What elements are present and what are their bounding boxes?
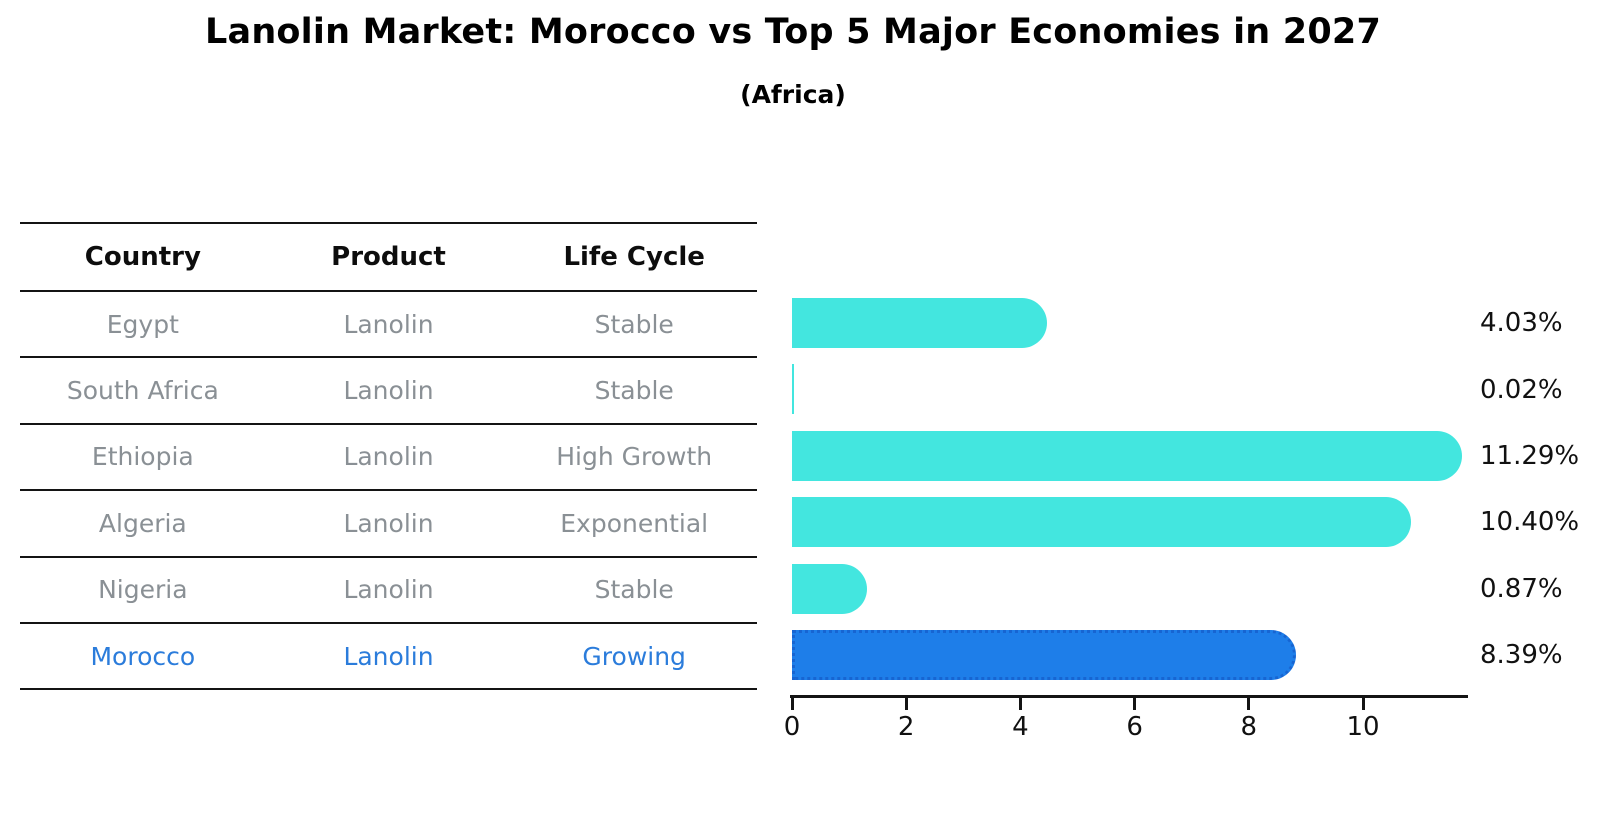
x-tick-label: 2	[897, 712, 915, 742]
cell-country: Ethiopia	[91, 442, 194, 472]
bar-egypt	[792, 298, 1048, 348]
table-header-row: Country Product Life Cycle	[20, 224, 757, 292]
cell-country: Egypt	[106, 309, 179, 339]
x-axis-line	[790, 695, 1468, 698]
cell-life-cycle: Stable	[594, 575, 674, 605]
bar-ethiopia	[792, 430, 1462, 481]
bar-plot: 0 2 4 6 8 10 4.03% 0.02% 11.29% 10.40% 0.87% 8.39%	[784, 290, 1604, 760]
cell-life-cycle: Exponential	[560, 508, 709, 538]
x-tick	[1247, 698, 1251, 710]
cell-product: Lanolin	[343, 309, 434, 339]
x-tick-label: 6	[1126, 712, 1143, 742]
cell-life-cycle: Growing	[582, 641, 686, 671]
cell-product: Lanolin	[343, 575, 434, 605]
table-body: Egypt Lanolin Stable South Africa Lanolin Sta…	[20, 292, 757, 691]
cell-life-cycle: Stable	[594, 376, 674, 406]
x-tick	[904, 698, 908, 710]
value-label-ethiopia: 11.29%	[1480, 440, 1580, 471]
x-tick-label: 8	[1240, 712, 1258, 742]
cell-product: Lanolin	[343, 508, 434, 538]
chart-subtitle: (Africa)	[740, 80, 846, 109]
cell-product: Lanolin	[343, 442, 434, 472]
cell-life-cycle: High Growth	[556, 442, 713, 472]
x-tick	[1361, 698, 1365, 710]
chart-title: Lanolin Market: Morocco vs Top 5 Major E…	[205, 12, 1381, 52]
bar-nigeria	[792, 563, 867, 614]
bar-south-africa	[792, 364, 794, 415]
cell-country: Algeria	[98, 508, 187, 538]
x-tick	[1018, 698, 1022, 710]
table-row-south-africa: South Africa Lanolin Stable	[20, 358, 757, 425]
cell-country: South Africa	[66, 376, 219, 406]
cell-country: Nigeria	[98, 575, 188, 605]
country-table: Country Product Life Cycle Egypt Lanolin S…	[20, 222, 757, 691]
table-row-algeria: Algeria Lanolin Exponential	[20, 491, 757, 558]
table-row-nigeria: Nigeria Lanolin Stable	[20, 558, 757, 624]
x-tick	[790, 698, 794, 710]
bar-morocco	[792, 630, 1297, 680]
value-label-nigeria: 0.87%	[1480, 573, 1563, 604]
value-label-egypt: 4.03%	[1480, 308, 1563, 339]
table-row-egypt: Egypt Lanolin Stable	[20, 292, 757, 359]
x-tick-label: 4	[1012, 712, 1029, 742]
cell-product: Lanolin	[343, 376, 434, 406]
value-label-south-africa: 0.02%	[1480, 374, 1563, 405]
value-label-morocco: 8.39%	[1480, 640, 1563, 671]
x-tick	[1133, 698, 1137, 710]
column-header-country: Country	[84, 242, 201, 272]
cell-country: Morocco	[90, 641, 196, 671]
x-tick-label: 0	[783, 712, 801, 742]
bar-algeria	[792, 497, 1411, 548]
table-row-morocco: Morocco Lanolin Growing	[20, 624, 757, 691]
cell-product: Lanolin	[343, 641, 434, 671]
x-tick-label: 10	[1346, 712, 1380, 742]
value-label-algeria: 10.40%	[1480, 507, 1580, 538]
column-header-product: Product	[331, 242, 446, 272]
table-row-ethiopia: Ethiopia Lanolin High Growth	[20, 425, 757, 492]
column-header-life-cycle: Life Cycle	[563, 242, 705, 272]
cell-life-cycle: Stable	[594, 309, 674, 339]
